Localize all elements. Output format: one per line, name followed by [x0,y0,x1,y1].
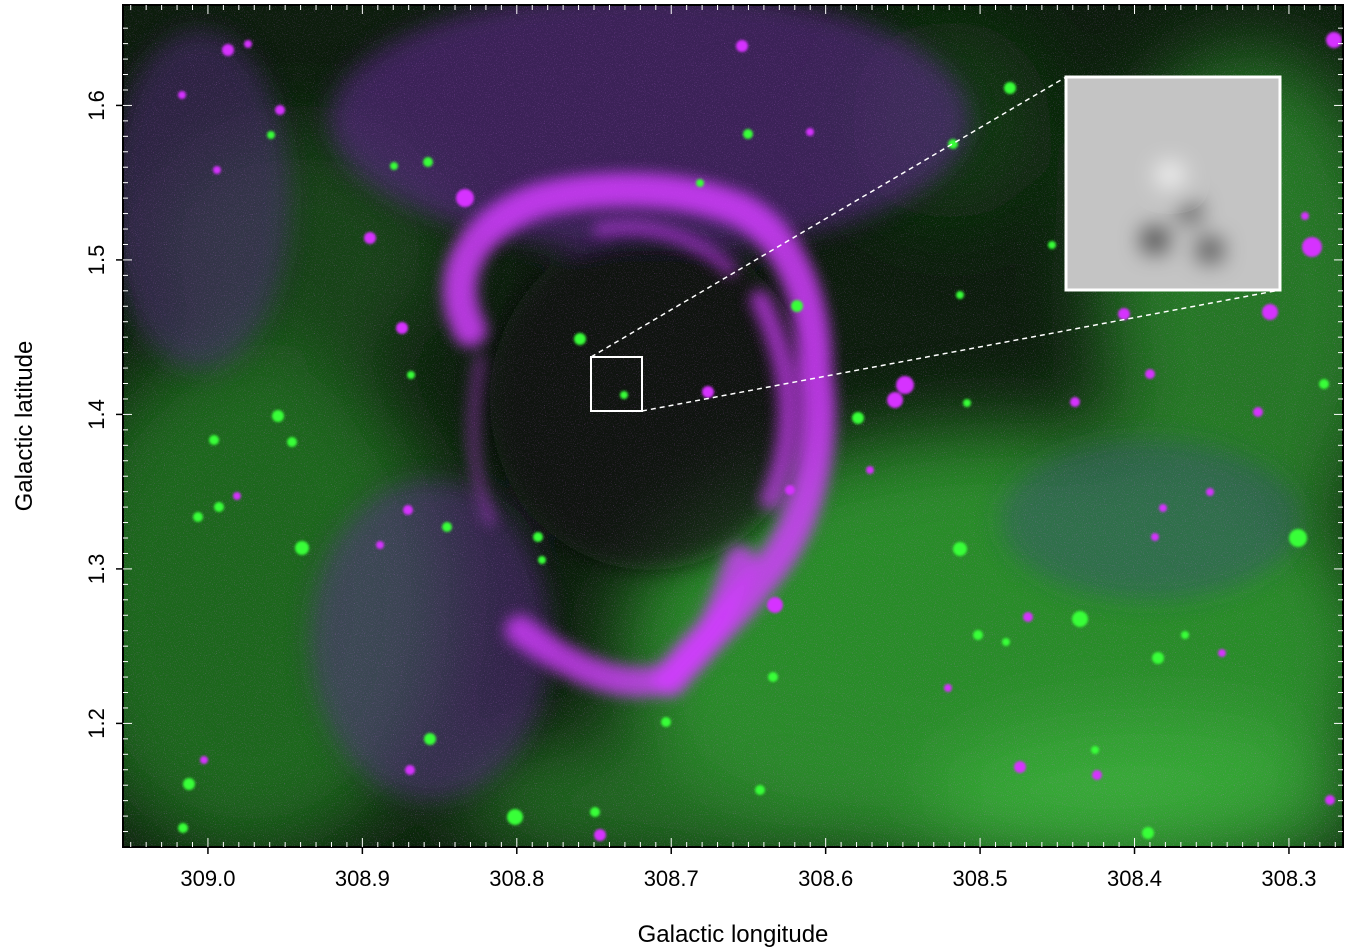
y-axis-title: Galactic latitude [11,341,38,512]
x-axis: 309.0 308.9 308.8 308.7 308.6 308.5 308.4 308.3 [130,5,1352,891]
sky-image [123,5,1343,847]
x-tick-label: 308.7 [644,866,699,891]
y-tick-label: 1.6 [84,90,109,121]
x-axis-title: Galactic longitude [638,921,829,948]
y-axis: 1.2 1.3 1.4 1.5 1.6 [84,27,1343,833]
radio-sources [178,32,1342,841]
y-tick-label: 1.5 [84,245,109,276]
inset-region-box [590,356,643,412]
infrared-sources [178,82,1329,839]
x-tick-label: 308.4 [1107,866,1162,891]
x-tick-label: 308.5 [953,866,1008,891]
x-tick-label: 308.8 [489,866,544,891]
x-tick-label: 308.9 [335,866,390,891]
inset-zoom-panel [1064,75,1282,292]
zoom-line-bottom [641,289,1281,412]
y-tick-label: 1.3 [84,554,109,585]
supernova-remnant-shell [442,172,836,697]
y-tick-label: 1.2 [84,708,109,739]
x-tick-label: 308.6 [798,866,853,891]
x-tick-label: 309.0 [180,866,235,891]
zoom-line-top [590,76,1067,358]
x-tick-label: 308.3 [1261,866,1316,891]
y-tick-label: 1.4 [84,399,109,430]
